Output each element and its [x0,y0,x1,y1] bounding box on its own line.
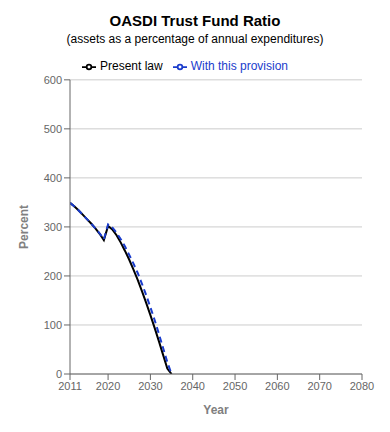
svg-text:2070: 2070 [307,380,331,392]
svg-text:400: 400 [44,172,62,184]
html-text:(assets as a percentage of ann: (assets as a percentage of annual expend… [66,32,324,46]
svg-text:200: 200 [44,270,62,282]
svg-text:Year: Year [203,403,229,417]
svg-text:2060: 2060 [265,380,289,392]
svg-text:300: 300 [44,221,62,233]
svg-text:500: 500 [44,123,62,135]
svg-text:2011: 2011 [58,380,82,392]
svg-text:600: 600 [44,74,62,86]
svg-text:2050: 2050 [223,380,247,392]
html-text:Present law: Present law [100,59,163,73]
svg-text:2020: 2020 [96,380,120,392]
svg-text:2040: 2040 [180,380,204,392]
html-text:OASDI Trust Fund Ratio: OASDI Trust Fund Ratio [109,12,281,29]
html-text:With this provision: With this provision [190,59,288,73]
svg-text:Percent: Percent [17,205,31,249]
svg-text:2080: 2080 [350,380,374,392]
svg-text:0: 0 [56,368,62,380]
svg-text:2030: 2030 [138,380,162,392]
svg-text:100: 100 [44,319,62,331]
